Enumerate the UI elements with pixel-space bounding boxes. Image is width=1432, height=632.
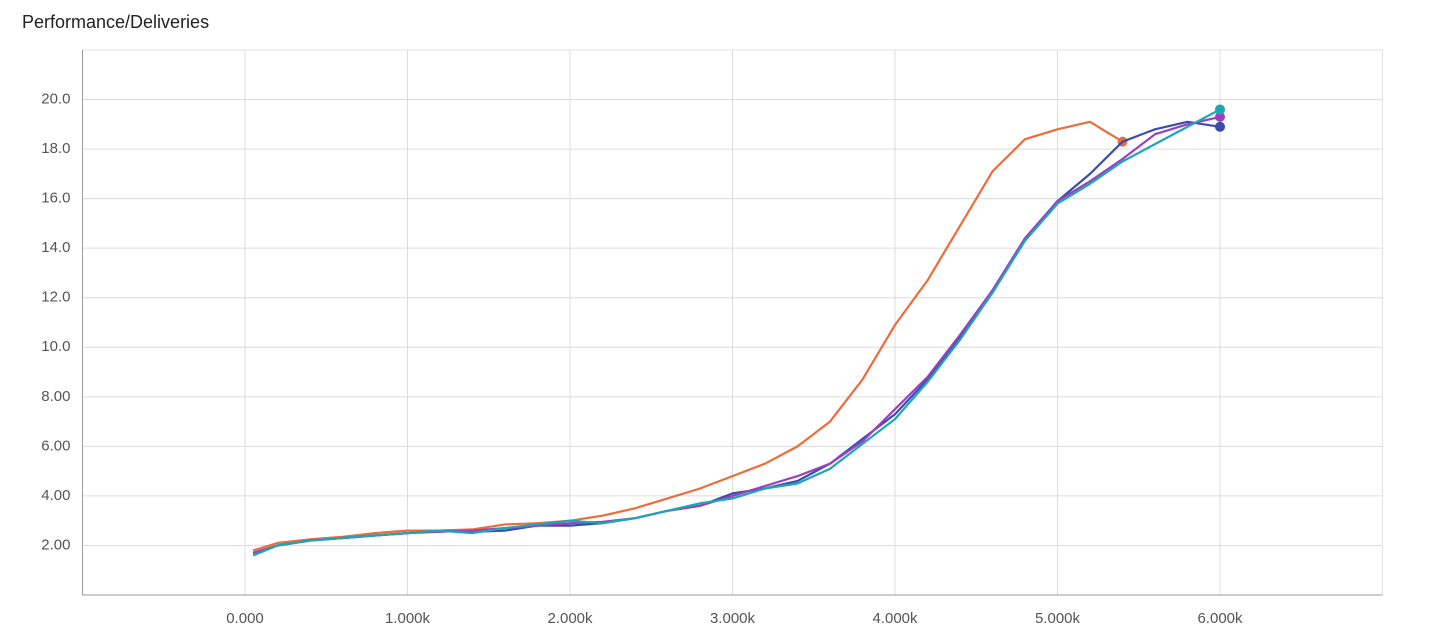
series-line: [252, 120, 1221, 554]
y-tick-label: 10.0: [41, 338, 70, 355]
x-tick-label: 2.000k: [547, 610, 593, 627]
y-tick-label: 16.0: [41, 190, 70, 207]
x-tick-label: 3.000k: [710, 610, 756, 627]
series-end-dot: [1215, 121, 1225, 132]
y-tick-label: 12.0: [41, 289, 70, 306]
series-end-dot: [1215, 111, 1225, 122]
y-tick-label: 14.0: [41, 239, 70, 256]
y-tick-label: 18.0: [41, 140, 70, 157]
y-tick-label: 8.00: [41, 388, 70, 405]
chart-title: Performance/Deliveries: [22, 12, 209, 32]
y-tick-label: 4.00: [41, 487, 70, 504]
x-tick-label: 5.000k: [1035, 610, 1081, 627]
x-tick-label: 1.000k: [385, 610, 431, 627]
series-line: [252, 108, 1221, 557]
series-line: [252, 115, 1221, 554]
y-tick-label: 20.0: [41, 91, 70, 108]
x-tick-label: 4.000k: [872, 610, 918, 627]
series-line: [252, 120, 1124, 552]
y-tick-label: 2.00: [41, 536, 70, 553]
x-tick-label: 0.000: [226, 610, 264, 627]
series-end-dot: [1215, 104, 1225, 115]
x-tick-label: 6.000k: [1197, 610, 1243, 627]
y-tick-label: 6.00: [41, 437, 70, 454]
